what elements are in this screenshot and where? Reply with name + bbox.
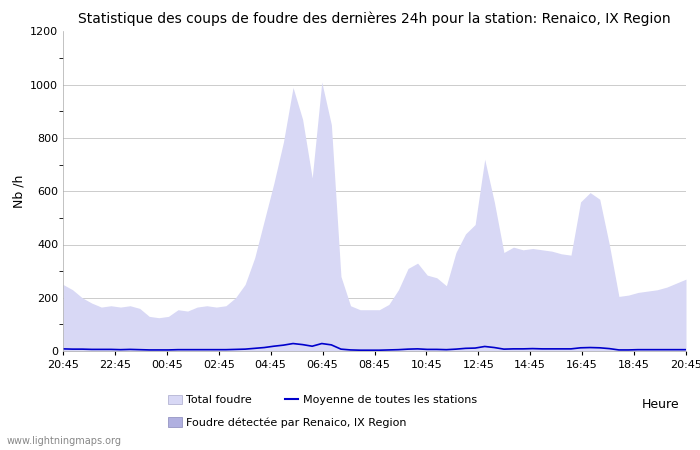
Y-axis label: Nb /h: Nb /h <box>13 175 26 208</box>
Text: www.lightningmaps.org: www.lightningmaps.org <box>7 436 122 446</box>
Text: Heure: Heure <box>641 398 679 411</box>
Title: Statistique des coups de foudre des dernières 24h pour la station: Renaico, IX R: Statistique des coups de foudre des dern… <box>78 12 671 26</box>
Legend: Foudre détectée par Renaico, IX Region: Foudre détectée par Renaico, IX Region <box>168 417 407 428</box>
